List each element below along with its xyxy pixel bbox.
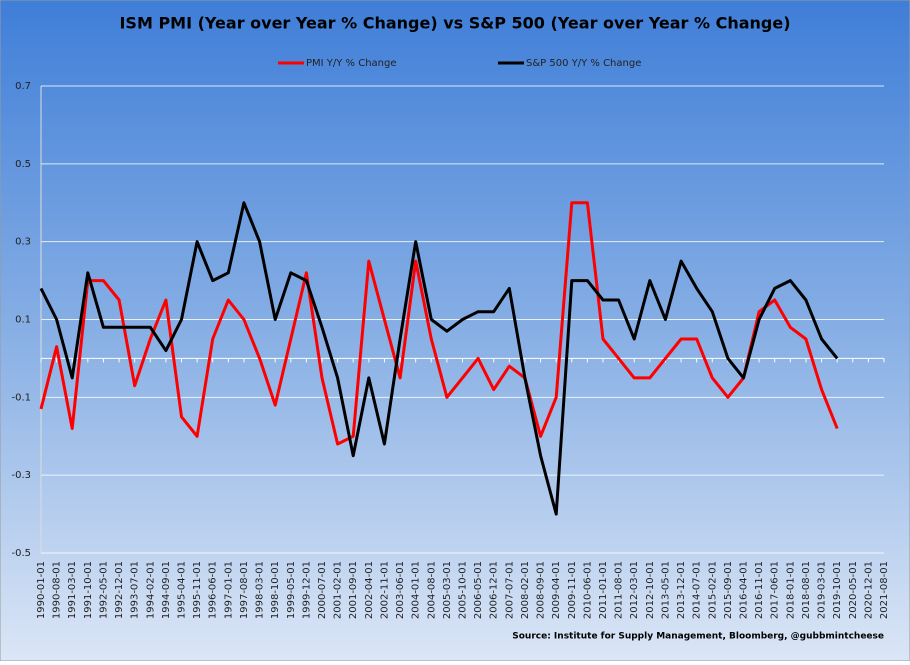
source-note: Source: Institute for Supply Management,… [512, 632, 884, 642]
x-tick-label: 2020-05-01 [848, 561, 859, 619]
x-tick-label: 1994-02-01 [145, 561, 156, 619]
y-tick-label: 0.3 [15, 237, 31, 248]
x-tick-label: 2009-04-01 [551, 561, 562, 619]
x-tick-label: 2016-11-01 [754, 561, 765, 619]
x-tick-label: 2021-08-01 [879, 561, 890, 619]
x-tick-label: 1990-08-01 [52, 561, 63, 619]
x-tick-label: 2019-10-01 [832, 561, 843, 619]
legend: PMI Y/Y % Change S&P 500 Y/Y % Change [278, 58, 641, 69]
x-tick-label: 1996-06-01 [208, 561, 219, 619]
x-tick-label: 1997-08-01 [239, 561, 250, 619]
x-tick-label: 2018-01-01 [785, 561, 796, 619]
y-tick-label: 0.7 [15, 81, 31, 92]
x-tick-label: 2000-07-01 [317, 561, 328, 619]
x-tick-label: 2001-09-01 [348, 561, 359, 619]
x-tick-label: 2011-08-01 [614, 561, 625, 619]
x-tick-label: 2003-06-01 [395, 561, 406, 619]
x-tick-label: 2014-07-01 [692, 561, 703, 619]
x-tick-label: 1991-03-01 [67, 561, 78, 619]
x-tick-label: 1990-01-01 [36, 561, 47, 619]
x-tick-label: 2015-02-01 [707, 561, 718, 619]
x-tick-label: 2006-05-01 [473, 561, 484, 619]
x-tick-label: 1993-07-01 [130, 561, 141, 619]
y-tick-label: 0.5 [15, 159, 31, 170]
x-tick-label: 2015-09-01 [723, 561, 734, 619]
x-tick-label: 2013-05-01 [660, 561, 671, 619]
x-tick-label: 2012-03-01 [629, 561, 640, 619]
x-tick-label: 1999-12-01 [301, 561, 312, 619]
x-tick-label: 2010-06-01 [582, 561, 593, 619]
x-tick-label: 2004-01-01 [411, 561, 422, 619]
x-tick-label: 1995-04-01 [177, 561, 188, 619]
x-tick-label: 2013-12-01 [676, 561, 687, 619]
x-tick-label: 2008-02-01 [520, 561, 531, 619]
x-tick-label: 2020-12-01 [863, 561, 874, 619]
x-tick-label: 2006-12-01 [489, 561, 500, 619]
x-tick-label: 1991-10-01 [83, 561, 94, 619]
y-tick-label: -0.3 [11, 470, 31, 481]
x-tick-label: 1994-09-01 [161, 561, 172, 619]
x-tick-label: 1997-01-01 [223, 561, 234, 619]
x-tick-label: 1992-12-01 [114, 561, 125, 619]
x-tick-label: 2012-10-01 [645, 561, 656, 619]
x-tick-label: 2016-04-01 [739, 561, 750, 619]
x-tick-label: 2005-10-01 [458, 561, 469, 619]
x-tick-label: 1992-05-01 [98, 561, 109, 619]
x-tick-label: 2004-08-01 [426, 561, 437, 619]
x-tick-label: 2001-02-01 [333, 561, 344, 619]
x-tick-label: 2008-09-01 [536, 561, 547, 619]
legend-label: S&P 500 Y/Y % Change [526, 58, 641, 69]
y-tick-label: -0.1 [11, 392, 31, 403]
chart-title: ISM PMI (Year over Year % Change) vs S&P… [119, 14, 790, 33]
x-tick-label: 2005-03-01 [442, 561, 453, 619]
x-tick-label: 2017-06-01 [770, 561, 781, 619]
x-tick-label: 2002-11-01 [379, 561, 390, 619]
x-tick-label: 1998-10-01 [270, 561, 281, 619]
x-tick-label: 1995-11-01 [192, 561, 203, 619]
x-tick-label: 2009-11-01 [567, 561, 578, 619]
x-tick-label: 2019-03-01 [817, 561, 828, 619]
x-tick-label: 1998-03-01 [255, 561, 266, 619]
series-line [39, 201, 839, 516]
x-tick-label: 2011-01-01 [598, 561, 609, 619]
x-tick-label: 2018-08-01 [801, 561, 812, 619]
x-tick-label: 1999-05-01 [286, 561, 297, 619]
x-tick-label: 2002-04-01 [364, 561, 375, 619]
y-tick-label: -0.5 [11, 548, 31, 559]
x-tick-label: 2007-07-01 [504, 561, 515, 619]
series-line [39, 201, 839, 446]
y-tick-label: 0.1 [15, 315, 31, 326]
legend-label: PMI Y/Y % Change [306, 58, 397, 69]
